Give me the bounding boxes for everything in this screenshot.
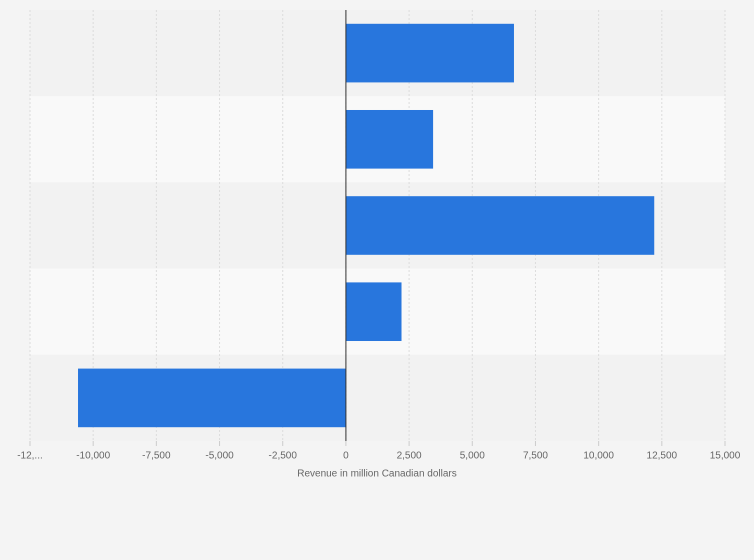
- x-tick-label: 2,500: [397, 451, 422, 462]
- x-tick-label: 15,000: [710, 451, 741, 462]
- bar: [345, 196, 655, 255]
- bar: [345, 109, 434, 169]
- x-tick-label: -10,000: [76, 451, 110, 462]
- grid: -12,... -10,000 -7,500 -5,000 -2,500 0 2,500 5,…: [17, 10, 741, 462]
- x-tick-label: -7,500: [142, 451, 171, 462]
- bar: [78, 368, 346, 428]
- x-tick-label: -5,000: [205, 451, 234, 462]
- x-tick-label: 5,000: [460, 451, 485, 462]
- bar: [345, 282, 402, 342]
- x-tick-label: -12,...: [17, 451, 43, 462]
- x-tick-label: 7,500: [523, 451, 548, 462]
- x-axis-title: Revenue in million Canadian dollars: [297, 469, 457, 480]
- x-tick-label: 10,000: [583, 451, 614, 462]
- x-tick-label: -2,500: [269, 451, 298, 462]
- x-tick-label: 12,500: [647, 451, 678, 462]
- marks: [78, 10, 655, 441]
- x-tick-label: 0: [343, 451, 349, 462]
- bar: [345, 23, 514, 83]
